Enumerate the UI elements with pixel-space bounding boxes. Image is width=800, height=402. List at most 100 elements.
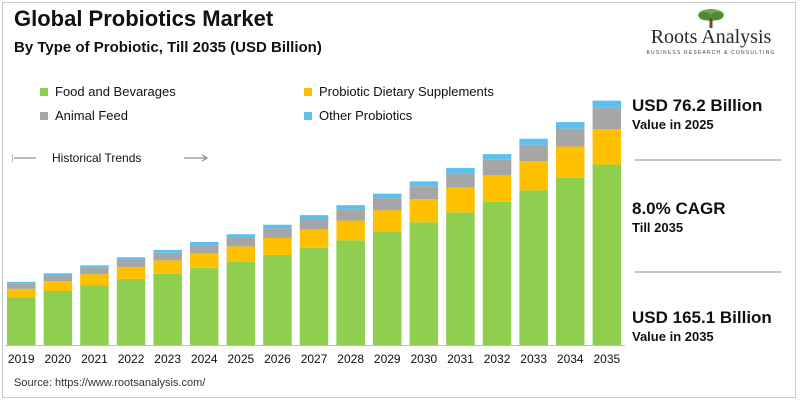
bar-segment-2030-2 [409, 186, 439, 200]
bar-segment-2035-0 [592, 164, 622, 345]
bar-segment-2027-2 [299, 219, 329, 230]
stat-2035-amount: USD 165.1 Billion [632, 308, 772, 327]
legend-food: Food and Bevarages [40, 84, 176, 99]
x-tick-label-2035: 2035 [593, 352, 620, 366]
historical-trends-annotation: Historical Trends [12, 150, 212, 166]
bar-segment-2032-2 [482, 159, 512, 175]
legend-label-animal-feed: Animal Feed [55, 108, 128, 123]
x-tick-label-2030: 2030 [410, 352, 437, 366]
x-tick-label-2021: 2021 [81, 352, 108, 366]
x-tick-label-2031: 2031 [447, 352, 474, 366]
bar-segment-2023-0 [153, 273, 182, 345]
stat-2035-label: Value in 2035 [632, 329, 714, 344]
bar-segment-2033-1 [519, 161, 548, 191]
bar-segment-2032-0 [482, 201, 512, 345]
legend-swatch-animal-feed [40, 111, 48, 120]
stat-divider-1 [635, 159, 781, 161]
historical-trends-arrow [12, 154, 208, 162]
bar-segment-2026-0 [263, 254, 292, 345]
bar-segment-2023-2 [153, 252, 182, 261]
bar-segment-2026-2 [263, 228, 292, 238]
bar-segment-2029-2 [373, 198, 402, 211]
x-tick-label-2022: 2022 [118, 352, 145, 366]
x-tick-label-2023: 2023 [154, 352, 181, 366]
stat-divider-2 [635, 271, 781, 273]
bar-segment-2032-1 [482, 174, 512, 202]
x-tick-label-2019: 2019 [8, 352, 35, 366]
bar-segment-2034-2 [556, 128, 585, 147]
bar-segment-2027-1 [299, 229, 329, 248]
bar-segment-2028-1 [336, 220, 365, 241]
tree-logo-icon [698, 9, 724, 28]
bar-segment-2024-0 [190, 267, 219, 345]
bar-segment-2019-3 [7, 281, 36, 284]
bar-segment-2029-3 [373, 193, 402, 199]
x-tick-label-2034: 2034 [557, 352, 584, 366]
bar-segment-2031-0 [446, 212, 475, 345]
bar-segment-2019-2 [7, 283, 36, 289]
bar-segment-2029-0 [373, 231, 402, 345]
bar-segment-2030-3 [409, 181, 439, 187]
x-tick-label-2025: 2025 [227, 352, 254, 366]
bar-segment-2030-0 [409, 222, 439, 345]
legend-swatch-supplements [304, 87, 312, 96]
bar-segment-2029-1 [373, 210, 402, 232]
bar-segment-2020-0 [43, 291, 73, 345]
legend-swatch-food [40, 87, 48, 96]
legend-label-other: Other Probiotics [319, 108, 413, 123]
chart-frame [2, 2, 796, 398]
stat-value-2035: USD 165.1 Billion Value in 2035 [632, 308, 772, 344]
bar-segment-2020-2 [43, 275, 73, 282]
bar-segment-2033-3 [519, 138, 548, 145]
bar-segment-2035-1 [592, 129, 622, 165]
bar-segment-2025-3 [226, 234, 256, 238]
chart-title: Global Probiotics Market [14, 6, 274, 31]
logo-wordmark: Roots Analysis [650, 26, 772, 48]
bar-segment-2035-2 [592, 107, 622, 130]
stat-cagr-label: Till 2035 [632, 220, 684, 235]
bar-segment-2022-3 [116, 257, 146, 260]
bar-segment-2024-2 [190, 245, 219, 254]
logo-tagline: BUSINESS RESEARCH & CONSULTING [646, 50, 776, 56]
stat-2025-label: Value in 2025 [632, 117, 714, 132]
bar-segment-2028-0 [336, 240, 365, 345]
roots-analysis-logo: Roots Analysis BUSINESS RESEARCH & CONSU… [636, 8, 786, 58]
legend-animal-feed: Animal Feed [40, 108, 128, 123]
bar-segment-2031-3 [446, 167, 475, 174]
x-tick-label-2024: 2024 [191, 352, 218, 366]
bar-segment-2022-1 [116, 266, 146, 279]
stat-value-2025: USD 76.2 Billion Value in 2025 [632, 96, 762, 132]
bar-segment-2022-0 [116, 278, 146, 345]
bar-segment-2020-1 [43, 281, 73, 292]
bar-segment-2025-0 [226, 261, 256, 345]
historical-trends-label: Historical Trends [52, 151, 142, 165]
bar-segment-2027-0 [299, 247, 329, 345]
bar-segment-2022-2 [116, 259, 146, 267]
bar-segment-2023-3 [153, 249, 182, 253]
legend-label-supplements: Probiotic Dietary Supplements [319, 84, 494, 99]
bar-segment-2032-3 [482, 154, 512, 160]
bar-segment-2026-1 [263, 237, 292, 255]
chart-subtitle: By Type of Probiotic, Till 2035 (USD Bil… [14, 39, 322, 56]
bar-segment-2034-0 [556, 177, 585, 345]
bar-segment-2028-2 [336, 209, 365, 221]
bar-segment-2033-0 [519, 190, 548, 345]
bar-segment-2027-3 [299, 215, 329, 219]
bar-segment-2021-2 [80, 267, 109, 275]
x-tick-label-2033: 2033 [520, 352, 547, 366]
bar-segment-2031-1 [446, 187, 475, 213]
stat-cagr-amount: 8.0% CAGR [632, 199, 726, 218]
bar-segment-2023-1 [153, 260, 182, 274]
bar-segment-2033-2 [519, 144, 548, 162]
x-tick-label-2026: 2026 [264, 352, 291, 366]
bar-segment-2035-3 [592, 100, 622, 108]
legend-label-food: Food and Bevarages [55, 84, 176, 99]
x-tick-label-2020: 2020 [44, 352, 71, 366]
x-tick-label-2029: 2029 [374, 352, 401, 366]
bar-segment-2034-1 [556, 146, 585, 178]
bar-segment-2026-3 [263, 224, 292, 229]
x-tick-label-2027: 2027 [301, 352, 328, 366]
bar-segment-2024-1 [190, 253, 219, 268]
legend-supplements: Probiotic Dietary Supplements [304, 84, 494, 99]
